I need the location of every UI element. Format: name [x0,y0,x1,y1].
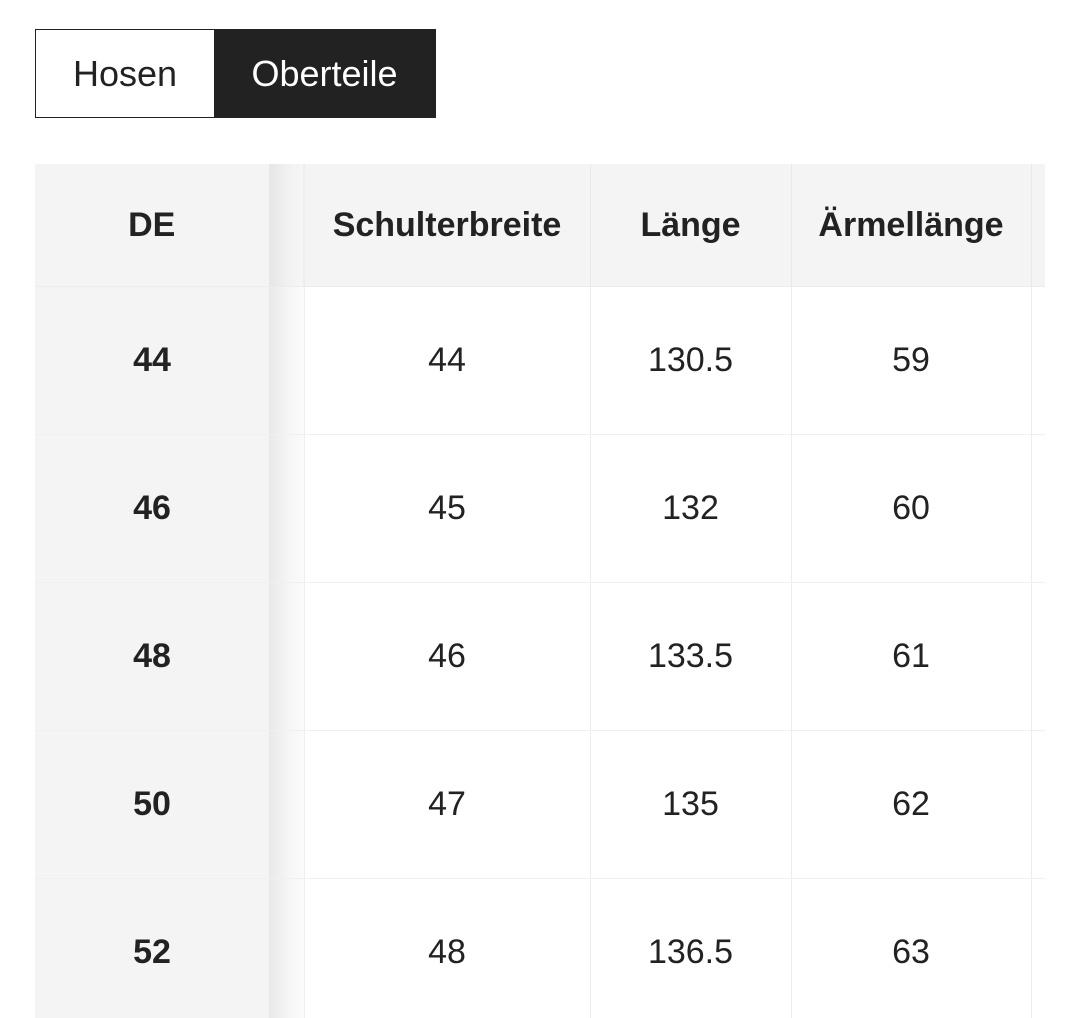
header-de: DE [35,164,270,287]
cell-schulterbreite: 45 [304,434,591,583]
sticky-column-shadow [269,878,305,1018]
table-header-row: DE Schulterbreite Länge Ärmellänge [35,164,1045,287]
table-row: 46 45 132 60 [35,434,1045,583]
cell-de: 48 [35,582,269,731]
cell-schulterbreite: 44 [304,286,591,435]
cell-overflow [1031,730,1045,879]
sticky-column-shadow [269,730,305,879]
cell-de: 52 [35,878,269,1018]
cell-overflow [1031,878,1045,1018]
cell-laenge: 130.5 [590,286,792,435]
table-row: 48 46 133.5 61 [35,582,1045,731]
sticky-column-shadow [269,286,305,435]
cell-de: 50 [35,730,269,879]
size-table: DE Schulterbreite Länge Ärmellänge 44 44… [35,164,1045,1018]
cell-overflow [1031,434,1045,583]
header-aermellaenge: Ärmellänge [791,164,1032,287]
sticky-column-shadow [269,434,305,583]
header-schulterbreite: Schulterbreite [304,164,591,287]
cell-schulterbreite: 48 [304,878,591,1018]
cell-schulterbreite: 46 [304,582,591,731]
cell-laenge: 133.5 [590,582,792,731]
cell-laenge: 132 [590,434,792,583]
tab-oberteile[interactable]: Oberteile [214,30,435,117]
cell-aermellaenge: 60 [791,434,1032,583]
cell-overflow [1031,582,1045,731]
cell-de: 46 [35,434,269,583]
header-laenge: Länge [590,164,792,287]
cell-aermellaenge: 62 [791,730,1032,879]
sticky-column-shadow [269,164,305,287]
cell-laenge: 136.5 [590,878,792,1018]
table-row: 44 44 130.5 59 [35,286,1045,435]
cell-aermellaenge: 61 [791,582,1032,731]
cell-laenge: 135 [590,730,792,879]
cell-de: 44 [35,286,269,435]
header-overflow [1031,164,1045,287]
sticky-column-shadow [269,582,305,731]
cell-overflow [1031,286,1045,435]
tab-hosen[interactable]: Hosen [36,30,214,117]
table-row: 52 48 136.5 63 [35,878,1045,1018]
size-category-tabs: Hosen Oberteile [35,29,436,118]
size-table-scroll-container[interactable]: DE Schulterbreite Länge Ärmellänge 44 44… [35,164,1045,1018]
cell-aermellaenge: 63 [791,878,1032,1018]
cell-schulterbreite: 47 [304,730,591,879]
cell-aermellaenge: 59 [791,286,1032,435]
table-row: 50 47 135 62 [35,730,1045,879]
